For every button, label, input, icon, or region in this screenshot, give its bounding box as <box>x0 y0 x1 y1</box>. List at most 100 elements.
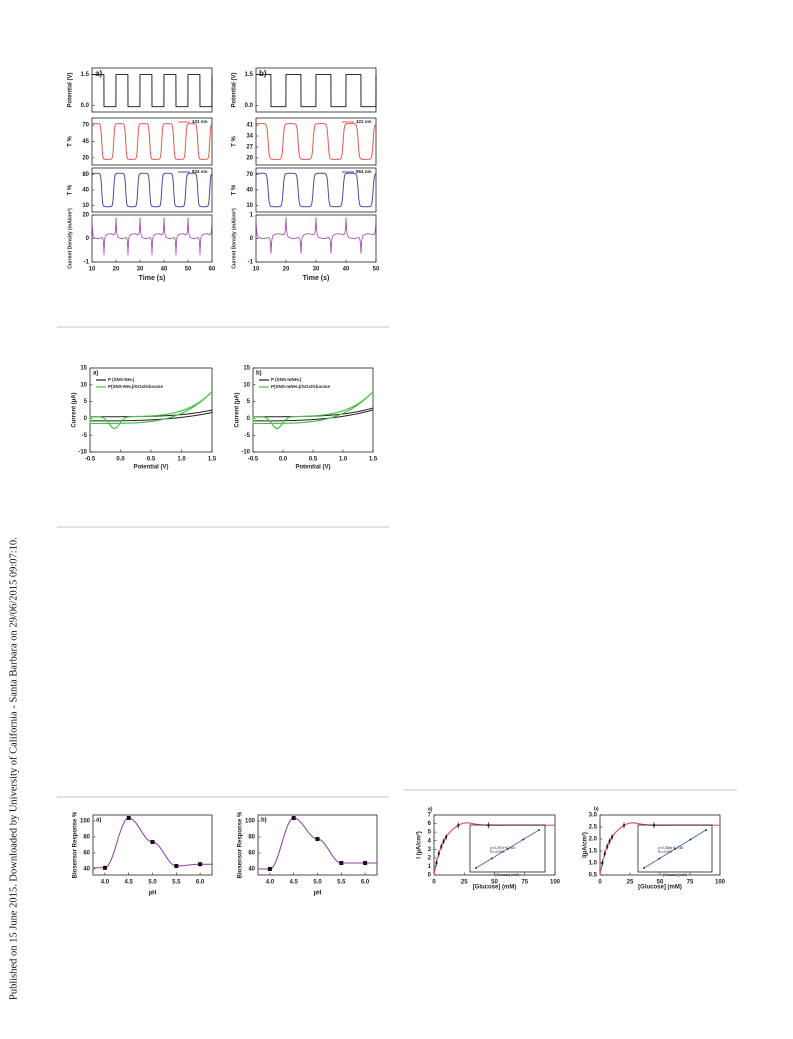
x-tick-label: 0.0 <box>279 457 288 463</box>
x-tick-label: 50 <box>657 880 664 886</box>
y-tick-label: 40 <box>248 867 255 873</box>
y-tick-label: 0 <box>86 236 90 242</box>
data-point <box>267 867 272 871</box>
x-tick-label: 50 <box>185 267 192 273</box>
x-tick-label: 30 <box>137 267 144 273</box>
potential-trace <box>256 74 377 108</box>
panel-label: b) <box>256 371 262 377</box>
y-tick-label: 60 <box>83 851 90 857</box>
panel-label: a) <box>96 818 101 824</box>
x-axis-label: [Glucose] (mM) <box>638 885 682 891</box>
y-tick-label: 1.0 <box>589 861 598 867</box>
x-axis-label: pH <box>314 891 322 897</box>
y-axis-label: I(µA/cm²) <box>582 832 589 858</box>
y-tick-label: 80 <box>82 172 89 178</box>
x-tick-label: 25 <box>461 880 468 886</box>
x-tick-label: 40 <box>161 267 168 273</box>
y-tick-label: 100 <box>245 819 256 825</box>
current-trace <box>91 217 213 255</box>
x-tick-label: 75 <box>521 880 528 886</box>
x-tick-label: 60 <box>209 267 216 273</box>
inset-point <box>643 867 645 869</box>
cv-loop <box>89 391 213 430</box>
inset-point <box>490 857 493 860</box>
data-point <box>601 861 604 864</box>
y-tick-label: 10 <box>246 203 253 209</box>
y-axis-label: T % <box>232 184 238 195</box>
y-tick-label: 34 <box>246 134 253 140</box>
legend-entry: 431 nm <box>192 119 208 124</box>
y-tick-label: 1 <box>250 213 254 219</box>
x-axis-label: Time (s) <box>303 275 330 282</box>
inset-point <box>705 829 707 831</box>
data-point <box>339 861 344 865</box>
data-point <box>611 836 613 839</box>
data-point <box>440 845 443 848</box>
data-point <box>315 837 320 841</box>
y-axis-label: Biosensor Response % <box>73 811 79 878</box>
data-point <box>435 861 438 864</box>
transmittance-trace <box>255 123 377 160</box>
y-tick-label: 20 <box>246 156 253 162</box>
y-tick-label: -1 <box>248 260 254 266</box>
x-tick-label: 25 <box>627 880 634 886</box>
x-tick-label: 20 <box>283 267 290 273</box>
y-tick-label: 1.5 <box>589 849 598 855</box>
data-point <box>442 840 445 843</box>
plot-frame <box>257 814 378 876</box>
inset-frame <box>637 824 713 873</box>
y-tick-label: 60 <box>248 851 255 857</box>
y-tick-label: -1 <box>84 260 90 266</box>
y-tick-label: 0 <box>250 236 254 242</box>
y-axis-label: Potential (V) <box>68 72 74 107</box>
cv-loop <box>252 407 374 422</box>
x-tick-label: 0 <box>598 880 602 886</box>
y-tick-label: 6 <box>428 821 432 827</box>
y-axis-label: Potential (V) <box>232 72 238 107</box>
y-tick-label: 40 <box>246 188 253 194</box>
x-axis-label: [Glucose] (mM) <box>473 885 517 891</box>
download-watermark: Published on 15 June 2015. Downloaded by… <box>8 537 19 1000</box>
panel-label: b) <box>259 69 267 78</box>
legend-entry: 834 nm <box>192 169 208 174</box>
data-point <box>457 824 460 827</box>
y-tick-label: 0.0 <box>81 103 90 109</box>
x-tick-label: 4.0 <box>101 880 110 886</box>
y-tick-label: 15 <box>243 366 250 372</box>
y-tick-label: 20 <box>82 213 89 219</box>
y-axis-label: T % <box>68 184 74 195</box>
y-tick-label: 40 <box>83 867 90 873</box>
y-tick-label: 80 <box>248 835 255 841</box>
inset-x-label: [Glucose] (mM) <box>663 873 687 877</box>
inset-x-label: [Glucose] (mM) <box>496 873 520 877</box>
y-tick-label: 3 <box>428 847 432 853</box>
y-tick-label: 7 <box>428 813 432 819</box>
x-tick-label: 0 <box>432 880 436 886</box>
inset-point <box>522 838 525 841</box>
y-axis-label: Current (µA) <box>72 392 78 427</box>
data-point <box>291 816 296 820</box>
y-axis-label: T % <box>68 136 74 147</box>
y-tick-label: 80 <box>83 835 90 841</box>
inset-point <box>538 829 540 831</box>
inset-equation: y=0.268x+0.738 <box>658 846 683 850</box>
x-tick-label: 0.5 <box>309 457 318 463</box>
x-tick-label: 0.0 <box>116 457 125 463</box>
x-axis-label: Potential (V) <box>133 465 168 471</box>
fit-curve <box>258 817 377 870</box>
x-tick-label: 6.0 <box>196 880 205 886</box>
y-tick-label: 10 <box>82 203 89 209</box>
transmittance-trace <box>91 123 213 160</box>
y-tick-label: 2.5 <box>589 825 598 831</box>
y-axis-label: Current Density (mA/cm²) <box>67 208 73 269</box>
current-trace <box>255 217 377 254</box>
legend-entry: P (SNS-NH₂) <box>108 377 135 382</box>
legend-entry: P(SNS-NH₂)/GOx/Glucose <box>108 384 164 389</box>
x-axis-label: Time (s) <box>139 275 166 282</box>
x-tick-label: -0.5 <box>85 457 96 463</box>
data-point <box>608 840 611 843</box>
x-tick-label: 1.5 <box>369 457 378 463</box>
cv-loop <box>252 391 374 430</box>
y-tick-label: 0.0 <box>245 103 254 109</box>
